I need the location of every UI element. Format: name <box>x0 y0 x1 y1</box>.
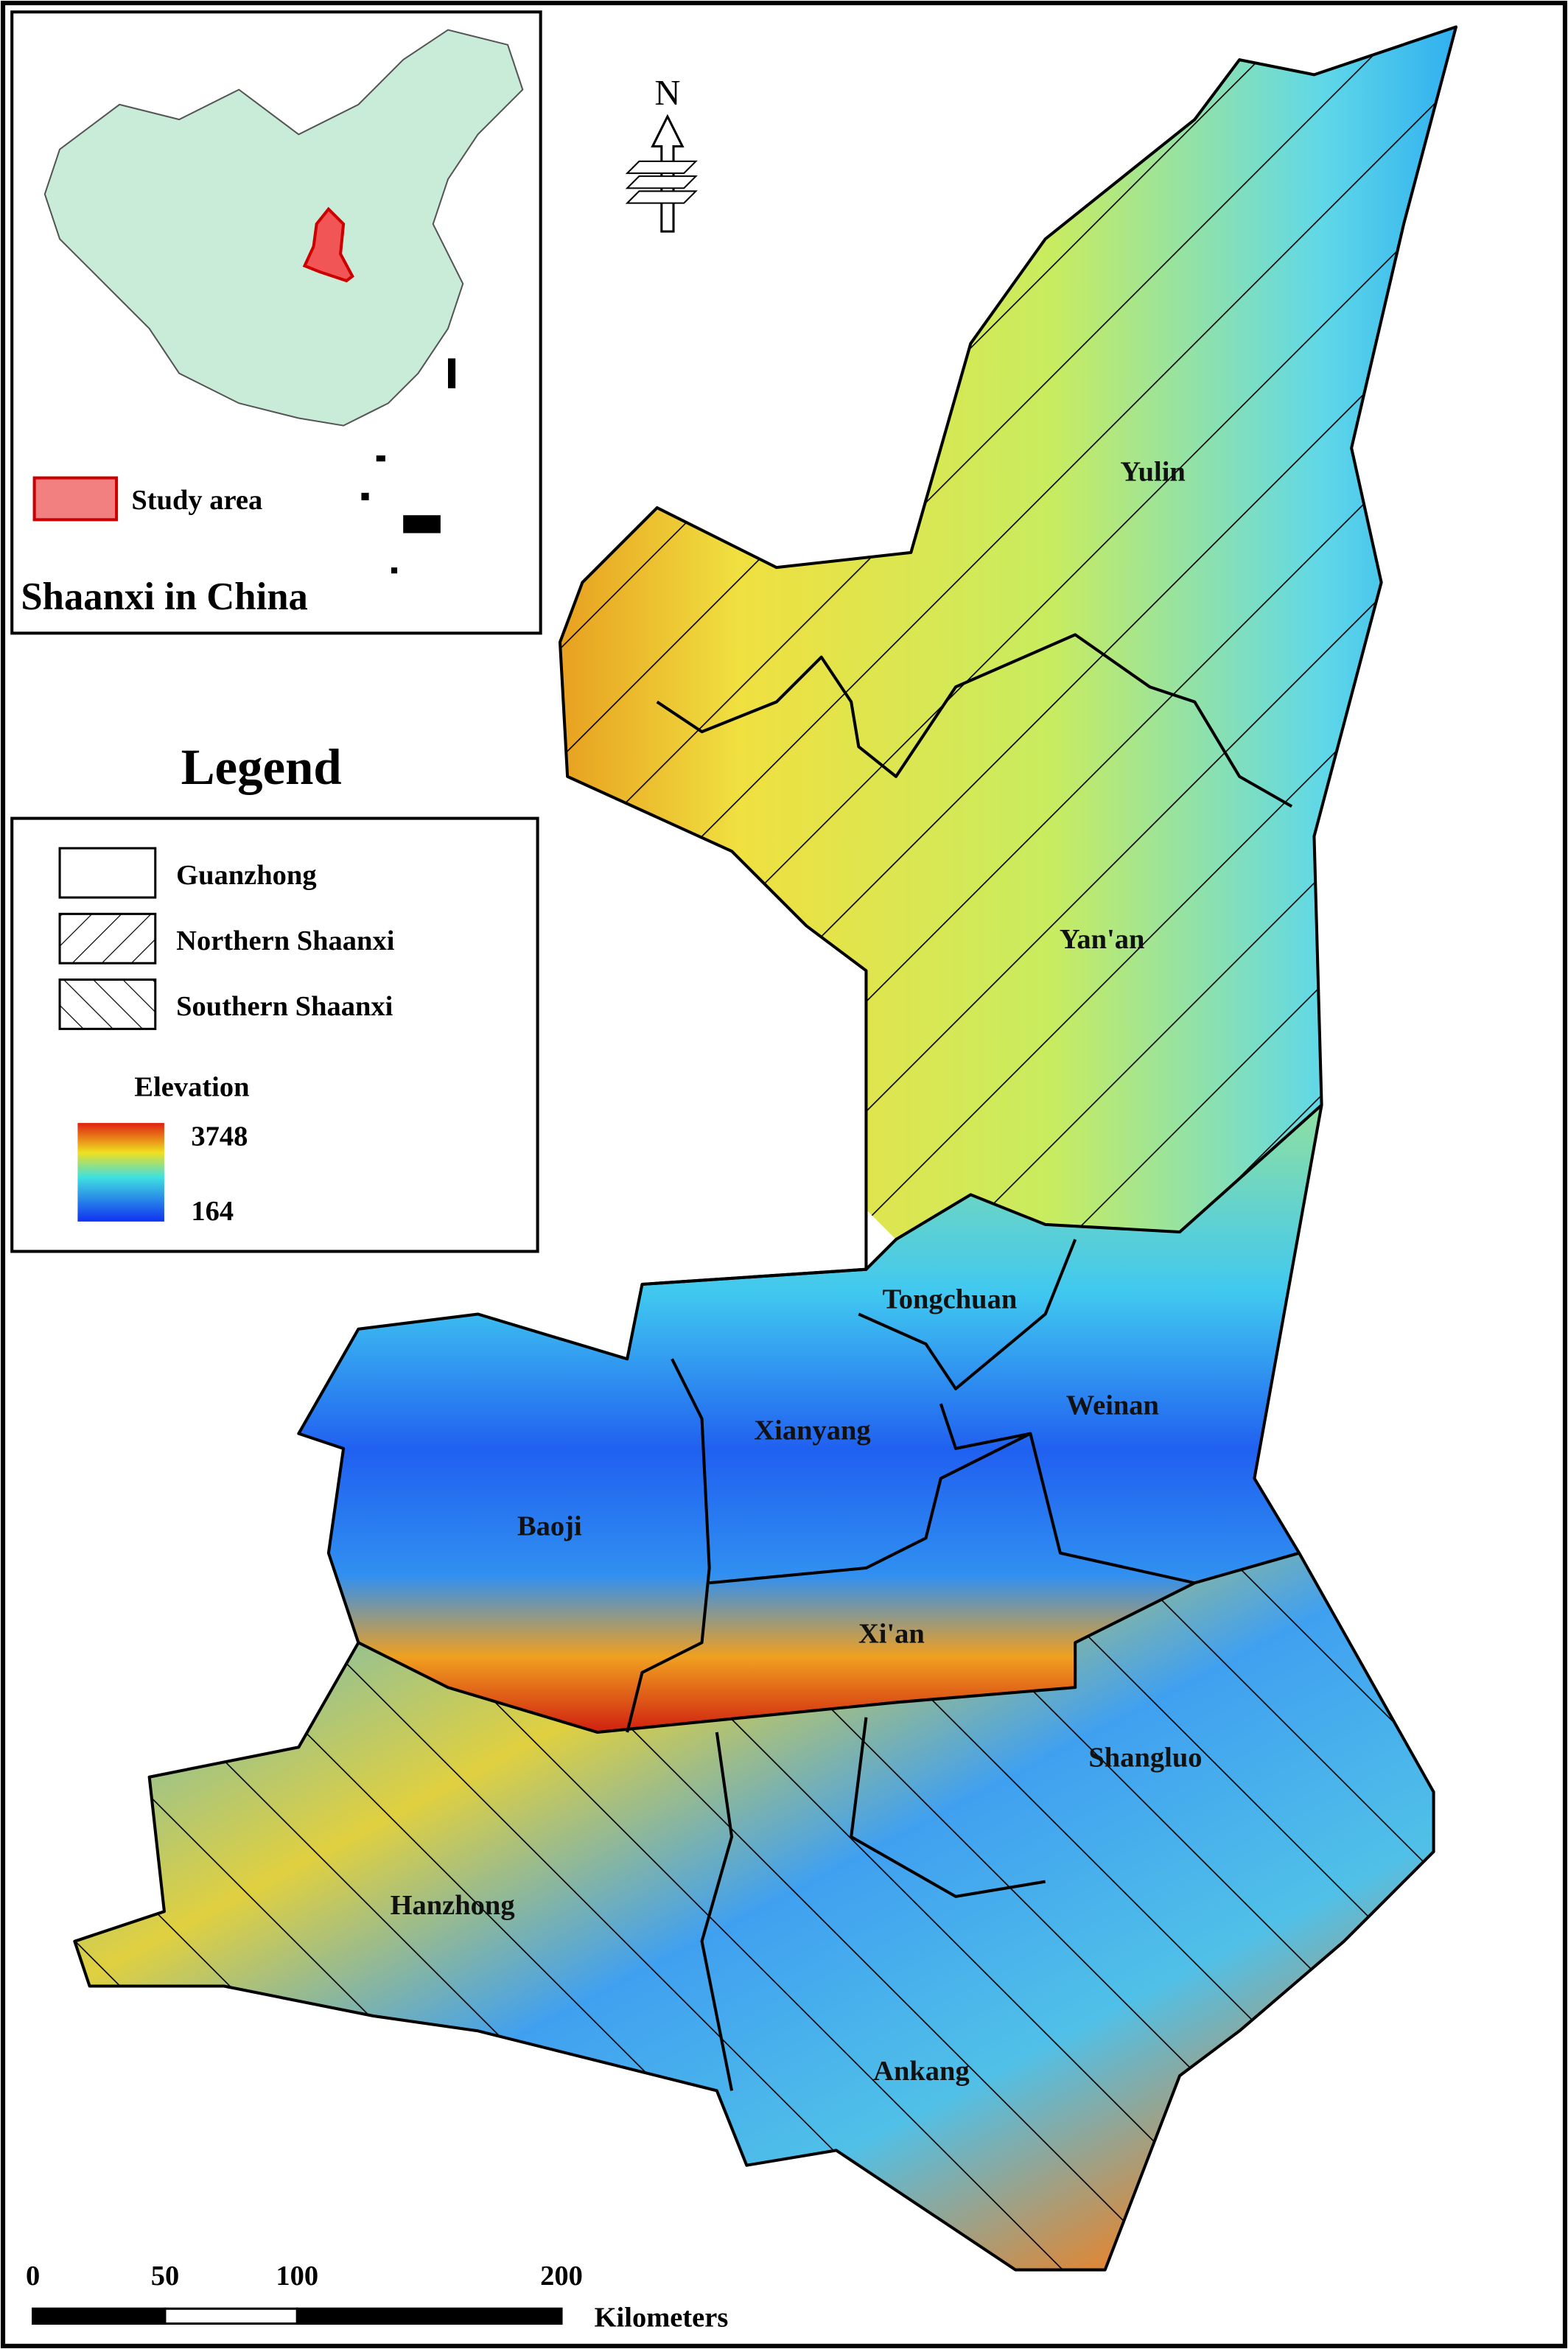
scale-tick-label: 200 <box>540 2261 583 2292</box>
inset-legend-label: Study area <box>131 485 262 516</box>
city-label: Weinan <box>1066 1390 1159 1421</box>
city-boundary <box>357 1551 1300 1734</box>
legend-swatch <box>58 847 157 899</box>
city-boundary <box>626 1358 711 1733</box>
inset-title: Shaanxi in China <box>21 575 308 618</box>
province-outline <box>73 25 1458 2272</box>
inset-map: Study area Shaanxi in China <box>10 10 542 635</box>
city-label: Ankang <box>873 2056 970 2087</box>
northern-hatch <box>560 27 1456 1240</box>
legend-swatch <box>58 979 157 1030</box>
city-label: Yan'an <box>1060 924 1145 955</box>
city-label: Yulin <box>1120 457 1186 488</box>
legend-item: Southern Shaanxi <box>176 991 393 1022</box>
scale-unit: Kilometers <box>595 2303 729 2334</box>
city-label: Tongchuan <box>883 1284 1018 1314</box>
city-boundary <box>700 1732 734 2091</box>
elevation-min: 164 <box>191 1196 234 1227</box>
city-boundary <box>850 1717 1046 1898</box>
city-boundary <box>709 1432 1032 1585</box>
elevation-title: Elevation <box>134 1072 249 1103</box>
city-boundary <box>642 1104 1323 1286</box>
elevation-colorbar <box>77 1123 164 1222</box>
north-arrow: N <box>625 73 698 233</box>
scale-tick-label: 0 <box>26 2261 40 2292</box>
scale-bar: Kilometers 0 50 100 200 <box>26 2261 728 2334</box>
elevation-max: 3748 <box>191 1121 248 1152</box>
scale-segment <box>295 2307 563 2325</box>
legend-title: Legend <box>181 739 342 795</box>
city-label: Xianyang <box>754 1415 870 1446</box>
legend-item: Northern Shaanxi <box>176 925 395 956</box>
legend-item: Guanzhong <box>176 860 316 891</box>
north-label: N <box>654 73 680 113</box>
city-label: Xi'an <box>858 1618 925 1649</box>
legend-swatch <box>58 912 157 965</box>
city-label: Baoji <box>517 1510 582 1541</box>
scale-tick-label: 100 <box>276 2261 318 2292</box>
legend: Legend Guanzhong Northern Shaanxi Southe… <box>10 739 539 1253</box>
regions <box>73 25 1458 2272</box>
city-labels: Yulin Yan'an Tongchuan Weinan Xianyang B… <box>391 457 1203 2087</box>
city-label: Shangluo <box>1088 1743 1202 1774</box>
scale-segment <box>32 2307 167 2325</box>
city-boundary <box>858 1239 1077 1390</box>
scale-segment <box>164 2307 298 2325</box>
city-boundary <box>939 1403 1195 1585</box>
city-boundary <box>656 633 1293 808</box>
scale-tick-label: 50 <box>151 2261 180 2292</box>
southern-hatch <box>74 1552 1434 2270</box>
city-label: Hanzhong <box>391 1890 515 1921</box>
